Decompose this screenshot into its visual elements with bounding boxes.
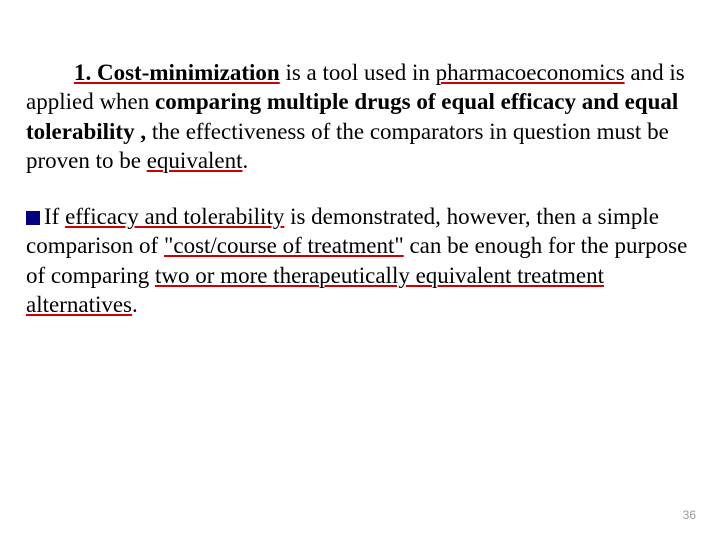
paragraph-1: 1. Cost-minimization is a tool used in p… (26, 58, 694, 176)
term-equivalent: equivalent (147, 148, 243, 173)
paragraph-2: If efficacy and tolerability is demonstr… (26, 202, 694, 320)
term-pharmacoeconomics: pharmacoeconomics (436, 60, 625, 85)
term-cost-course: "cost/course of treatment" (164, 233, 404, 258)
term-cost-minimization: 1. Cost-minimization (74, 60, 280, 85)
text-segment: . (132, 292, 138, 317)
bullet-icon (26, 211, 40, 225)
text-segment: . (243, 148, 249, 173)
text-segment: is a tool used in (280, 60, 436, 85)
slide-content: 1. Cost-minimization is a tool used in p… (0, 0, 720, 320)
text-segment: If (44, 204, 65, 229)
term-efficacy-tolerability: efficacy and tolerability (65, 204, 284, 229)
page-number: 36 (683, 508, 696, 522)
